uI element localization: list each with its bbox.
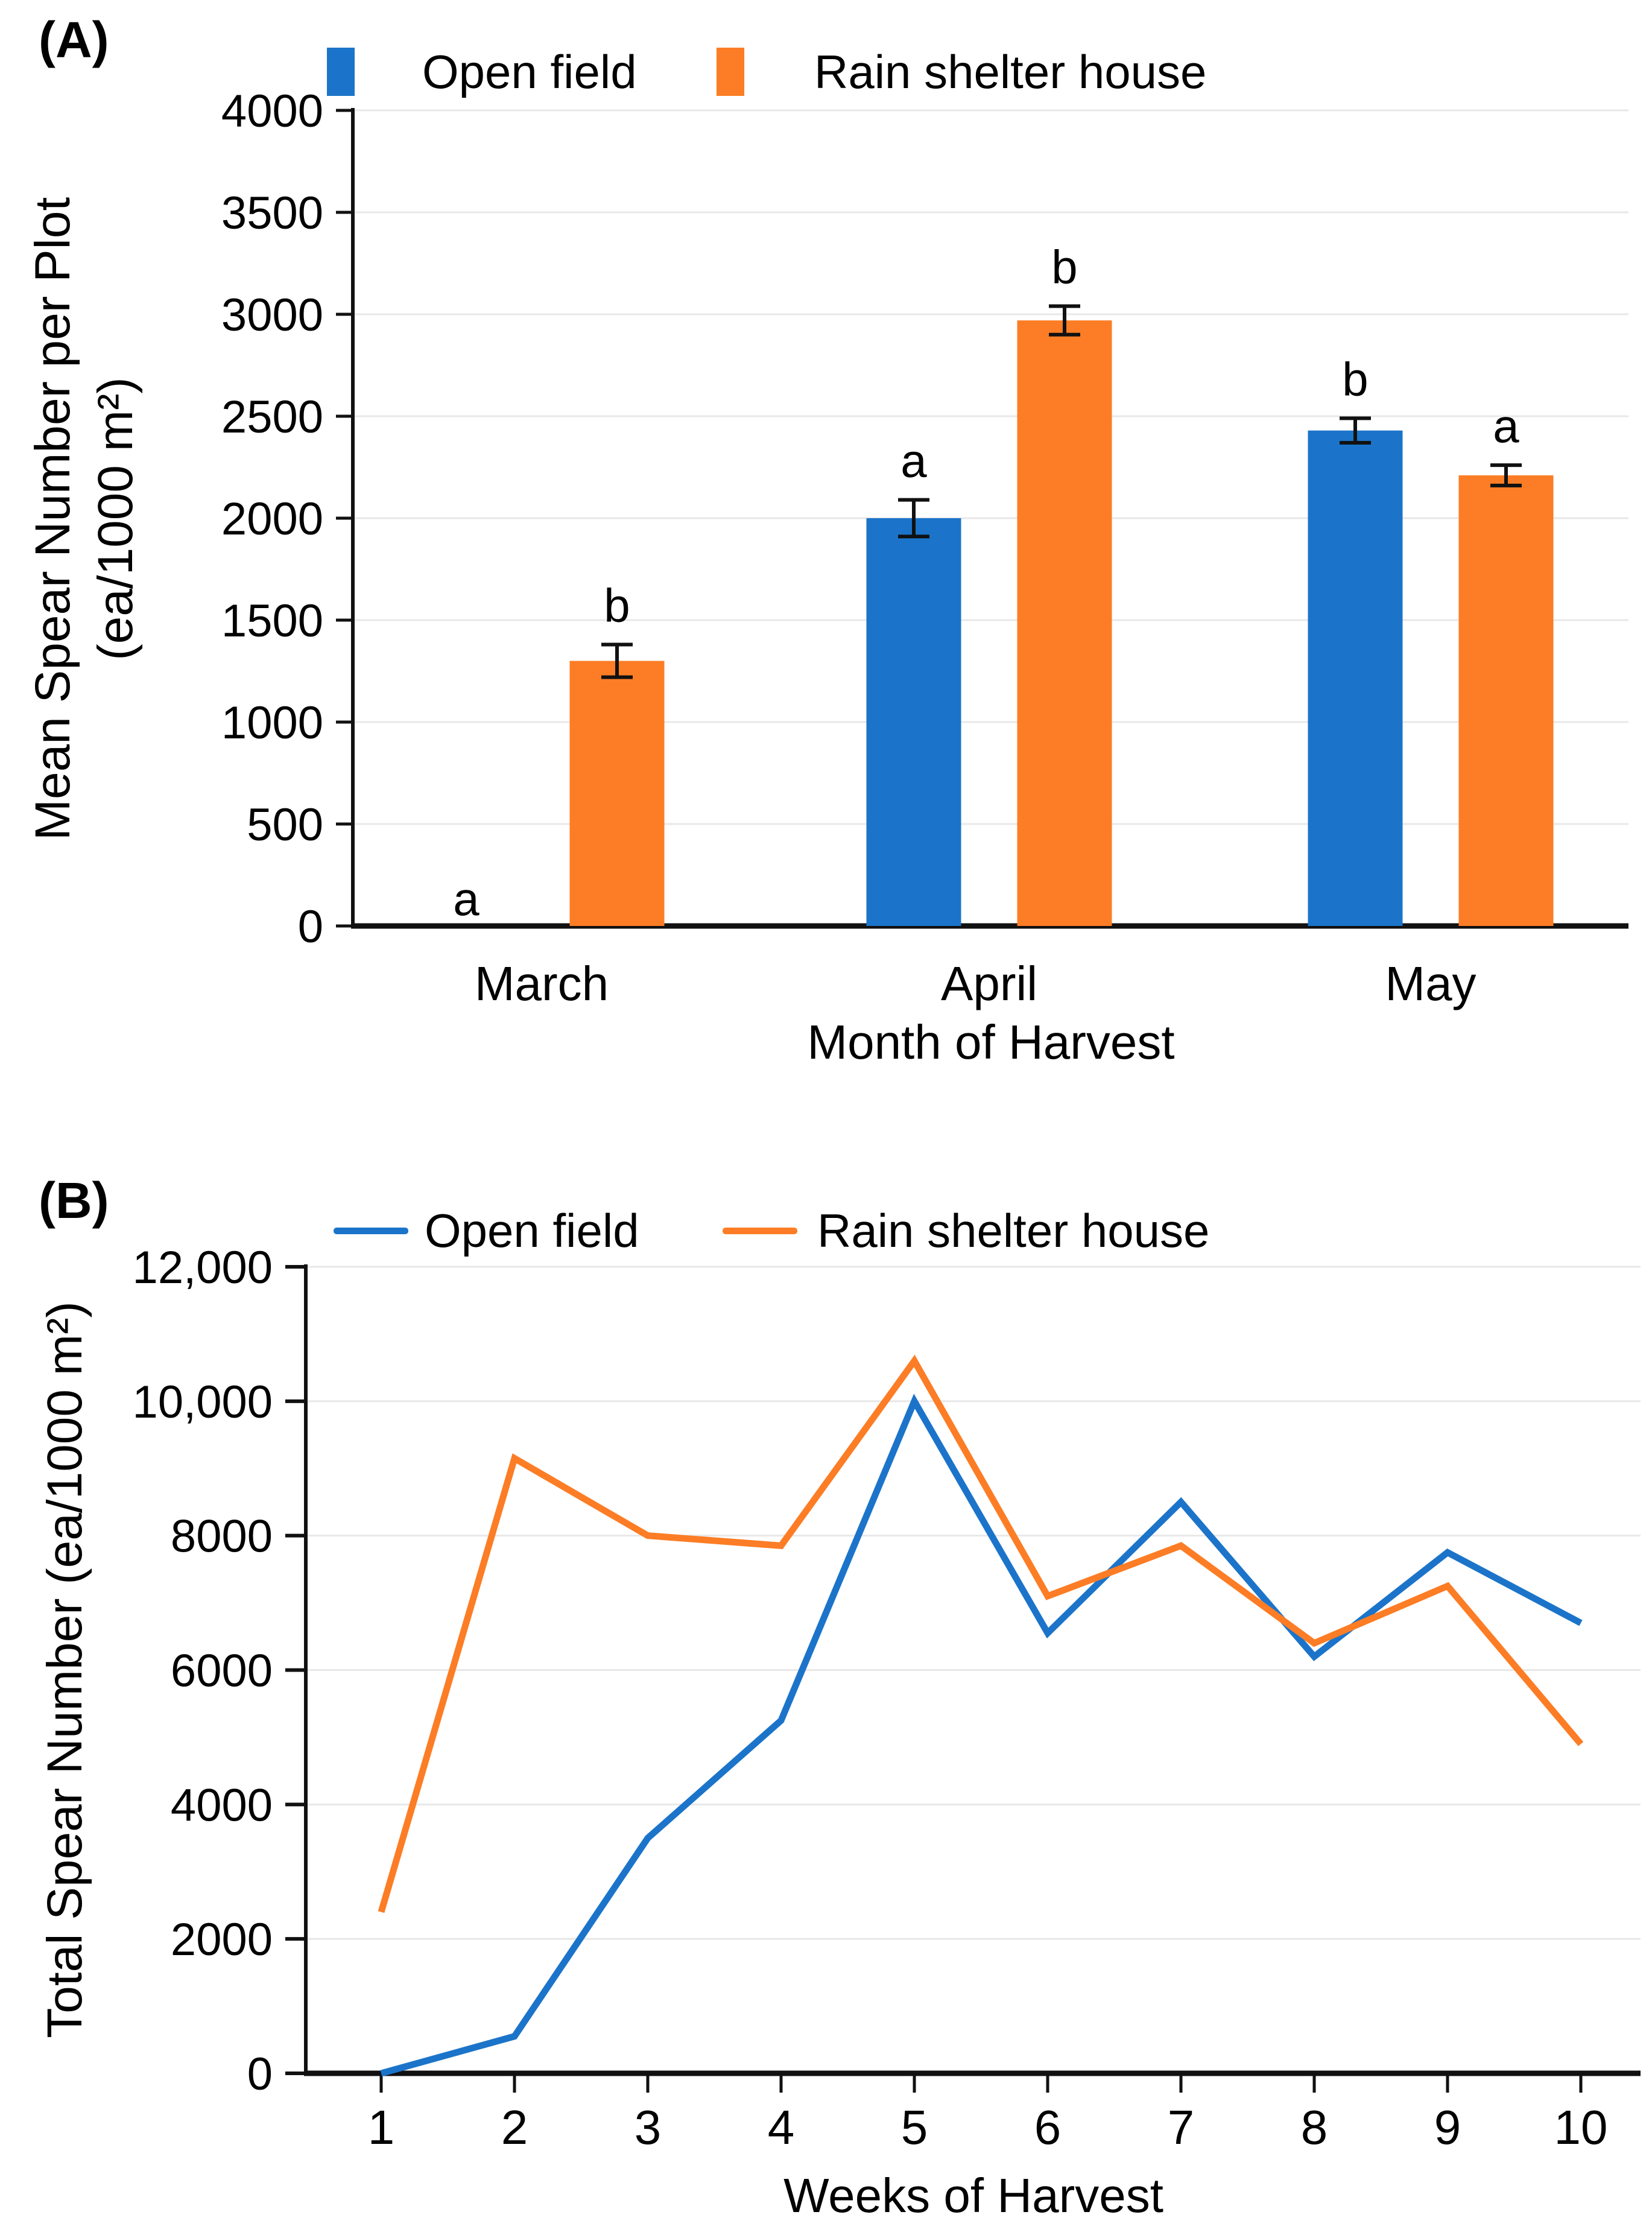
legend-label-rain-shelter-b: Rain shelter house	[817, 1204, 1210, 1257]
y-tick-label: 1500	[221, 595, 323, 647]
y-tick-label: 2500	[221, 391, 323, 443]
sig-letter: a	[900, 434, 927, 487]
x-week-label: 7	[1168, 2100, 1195, 2154]
panel-b-y-axis-title-text: Total Spear Number (ea/1000 m²)	[37, 1301, 92, 2038]
y-tick-label: 4000	[221, 86, 323, 137]
sig-letter: a	[1493, 399, 1519, 452]
y-tick-label: 10,000	[133, 1377, 273, 1428]
panel-a-y-axis-title: Mean Spear Number per Plot (ea/1000 m²)	[22, 197, 147, 841]
x-week-label: 9	[1434, 2100, 1461, 2154]
sig-letter: a	[453, 872, 479, 925]
y-tick-label: 3500	[221, 188, 323, 239]
y-tick-label: 4000	[171, 1780, 273, 1831]
panel-b-label: (B)	[39, 1172, 109, 1229]
sig-letter: b	[604, 579, 630, 632]
x-category-label: March	[475, 957, 609, 1010]
panel-a-x-axis-title: Month of Harvest	[807, 1015, 1175, 1069]
sig-letter: b	[1342, 352, 1368, 405]
legend-item-open-field-b: Open field	[334, 1206, 639, 1255]
x-week-label: 4	[768, 2100, 795, 2154]
y-tick-label: 3000	[221, 290, 323, 341]
open-field-swatch-icon	[327, 48, 355, 96]
x-week-label: 2	[501, 2100, 528, 2154]
x-week-label: 10	[1554, 2100, 1608, 2154]
series-line-open-field	[380, 1393, 1583, 2077]
y-tick-label: 1000	[221, 697, 323, 749]
series-line-rain-shelter-house	[378, 1354, 1584, 1913]
y-tick-label: 6000	[171, 1646, 273, 1697]
x-category-label: April	[941, 957, 1037, 1010]
x-week-label: 5	[901, 2100, 928, 2154]
bar-rain-shelter-house	[1458, 475, 1554, 926]
x-week-label: 1	[368, 2100, 395, 2154]
legend-item-open-field-a: Open field	[327, 47, 637, 97]
bar-open-field	[866, 518, 961, 926]
bar-open-field	[1308, 430, 1403, 926]
rain-shelter-swatch-icon	[717, 48, 744, 96]
legend-label-open-field-b: Open field	[425, 1204, 639, 1257]
x-week-label: 3	[635, 2100, 662, 2154]
bar-rain-shelter-house	[569, 661, 665, 926]
y-tick-label: 0	[298, 901, 323, 953]
y-tick-label: 0	[247, 2049, 273, 2100]
y-tick-label: 8000	[171, 1511, 273, 1562]
y-tick-label: 12,000	[133, 1242, 273, 1293]
x-week-label: 6	[1034, 2100, 1062, 2154]
panel-b-y-axis-title: Total Spear Number (ea/1000 m²)	[34, 1301, 97, 2038]
y-tick-label: 2000	[221, 493, 323, 545]
sig-letter: b	[1051, 240, 1077, 293]
y-tick-label: 500	[247, 799, 323, 851]
panel-b-x-axis-title: Weeks of Harvest	[783, 2169, 1163, 2222]
panel-a-y-axis-title-line1: Mean Spear Number per Plot	[25, 197, 80, 841]
y-tick-label: 2000	[171, 1914, 273, 1965]
bar-rain-shelter-house	[1017, 320, 1112, 926]
x-week-label: 8	[1301, 2100, 1328, 2154]
x-category-label: May	[1385, 957, 1476, 1010]
open-field-line-swatch-icon	[334, 1227, 408, 1234]
panel-a-y-axis-title-line2: (ea/1000 m²)	[88, 377, 143, 661]
legend-item-rain-shelter-a: Rain shelter house	[717, 47, 1206, 97]
rain-shelter-line-swatch-icon	[723, 1227, 797, 1234]
legend-label-open-field-a: Open field	[422, 45, 637, 98]
panel-a-label: (A)	[39, 11, 109, 68]
legend-item-rain-shelter-b: Rain shelter house	[723, 1206, 1209, 1255]
legend-label-rain-shelter-a: Rain shelter house	[814, 45, 1207, 98]
